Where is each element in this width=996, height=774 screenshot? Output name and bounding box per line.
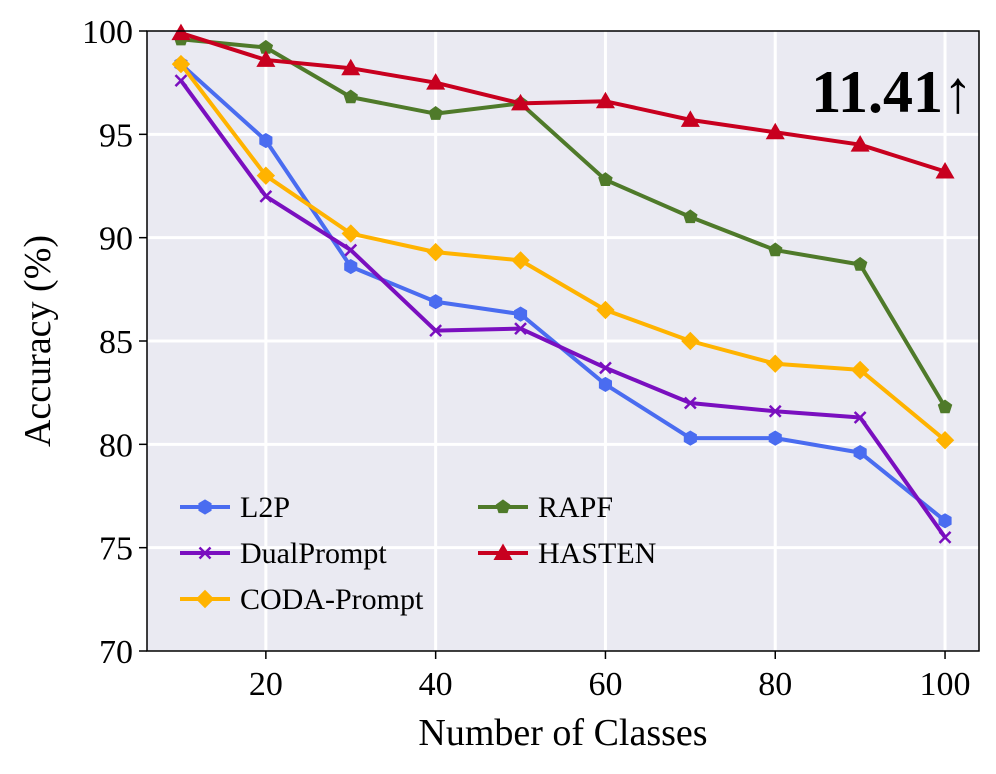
- data-point-rapf: [768, 242, 783, 257]
- data-point-dualprompt: [174, 74, 188, 87]
- data-point-hasten: [256, 50, 276, 67]
- data-point-coda-prompt: [850, 360, 870, 380]
- x-tick-label: 40: [419, 666, 453, 703]
- data-point-coda-prompt: [596, 300, 615, 320]
- data-point-dualprompt: [259, 189, 273, 203]
- data-point-l2p: [853, 445, 867, 461]
- legend-marker: [198, 499, 212, 515]
- data-point-hasten: [595, 91, 615, 109]
- data-point-hasten: [171, 23, 191, 41]
- data-point-l2p: [768, 430, 782, 446]
- data-point-rapf: [852, 256, 868, 271]
- data-point-rapf: [428, 106, 443, 120]
- legend-entry-dualprompt: DualPrompt: [180, 537, 387, 570]
- data-point-rapf: [683, 209, 698, 224]
- y-tick-label: 75: [99, 531, 133, 568]
- data-point-dualprompt: [344, 243, 358, 257]
- data-point-coda-prompt: [426, 242, 445, 262]
- data-point-hasten: [341, 58, 361, 76]
- series-coda-prompt: [171, 54, 955, 450]
- data-point-dualprompt: [599, 361, 612, 375]
- series-hasten: [171, 23, 955, 179]
- data-point-l2p: [259, 132, 273, 149]
- series-dualprompt: [174, 74, 952, 544]
- y-tick-label: 90: [99, 221, 133, 258]
- y-tick-label: 100: [82, 14, 133, 51]
- legend-entry-rapf: RAPF: [478, 491, 613, 524]
- data-point-hasten: [935, 162, 955, 179]
- series-line-coda-prompt: [179, 62, 947, 442]
- data-point-hasten: [511, 93, 531, 111]
- y-tick-label: 80: [99, 427, 133, 464]
- legend-label: HASTEN: [538, 537, 656, 570]
- data-point-coda-prompt: [935, 430, 955, 450]
- x-tick-label: 100: [920, 666, 971, 703]
- data-point-rapf: [343, 89, 358, 104]
- y-tick-label: 70: [99, 634, 133, 671]
- legend-marker: [198, 546, 212, 560]
- data-point-hasten: [680, 110, 700, 127]
- series-line-rapf: [180, 37, 947, 409]
- data-point-dualprompt: [514, 322, 527, 335]
- x-tick-label: 20: [249, 666, 283, 703]
- x-axis-title: Number of Classes: [418, 712, 707, 754]
- data-point-dualprompt: [853, 411, 867, 424]
- series-line-dualprompt: [179, 79, 947, 539]
- data-point-dualprompt: [938, 530, 952, 544]
- x-tick-label: 80: [758, 666, 792, 703]
- legend-entry-hasten: HASTEN: [478, 537, 656, 570]
- data-point-coda-prompt: [681, 331, 700, 351]
- axis-ticks: 70 75 80 85 90 95 100 20 40 60 80 100: [82, 14, 971, 703]
- legend-label: L2P: [240, 491, 290, 524]
- data-point-coda-prompt: [171, 54, 191, 74]
- legend-label: CODA-Prompt: [240, 583, 424, 616]
- legend-entry-coda-prompt: CODA-Prompt: [180, 583, 424, 616]
- data-point-hasten: [765, 122, 785, 140]
- legend-entry-l2p: L2P: [180, 491, 290, 524]
- legend-marker: [495, 499, 511, 514]
- data-point-l2p: [683, 430, 697, 446]
- data-point-rapf: [937, 399, 953, 414]
- legend-marker: [493, 543, 513, 560]
- data-point-hasten: [426, 73, 446, 90]
- legend-label: DualPrompt: [240, 537, 387, 570]
- data-point-dualprompt: [768, 404, 782, 418]
- data-point-l2p: [429, 294, 443, 310]
- y-tick-label: 95: [99, 117, 133, 154]
- data-point-l2p: [513, 306, 528, 322]
- data-point-l2p: [344, 259, 358, 275]
- data-point-l2p: [598, 376, 613, 392]
- x-tick-label: 60: [588, 666, 622, 703]
- y-axis-title: Accuracy (%): [17, 235, 59, 447]
- data-point-dualprompt: [683, 396, 697, 410]
- data-point-dualprompt: [429, 324, 443, 338]
- data-point-coda-prompt: [511, 251, 530, 270]
- data-point-rapf: [598, 172, 613, 186]
- legend-label: RAPF: [538, 491, 613, 524]
- legend: L2P DualPrompt CODA-Prompt RAPF HASTEN: [180, 491, 656, 616]
- data-point-coda-prompt: [341, 224, 360, 243]
- data-point-coda-prompt: [766, 354, 785, 373]
- y-tick-label: 85: [99, 324, 133, 361]
- data-point-coda-prompt: [256, 166, 276, 185]
- legend-marker: [195, 589, 215, 609]
- improvement-annotation: 11.41↑: [811, 59, 973, 125]
- series-line-hasten: [180, 31, 946, 174]
- data-point-hasten: [850, 135, 870, 152]
- series-layer: [171, 23, 955, 544]
- data-point-l2p: [938, 513, 952, 529]
